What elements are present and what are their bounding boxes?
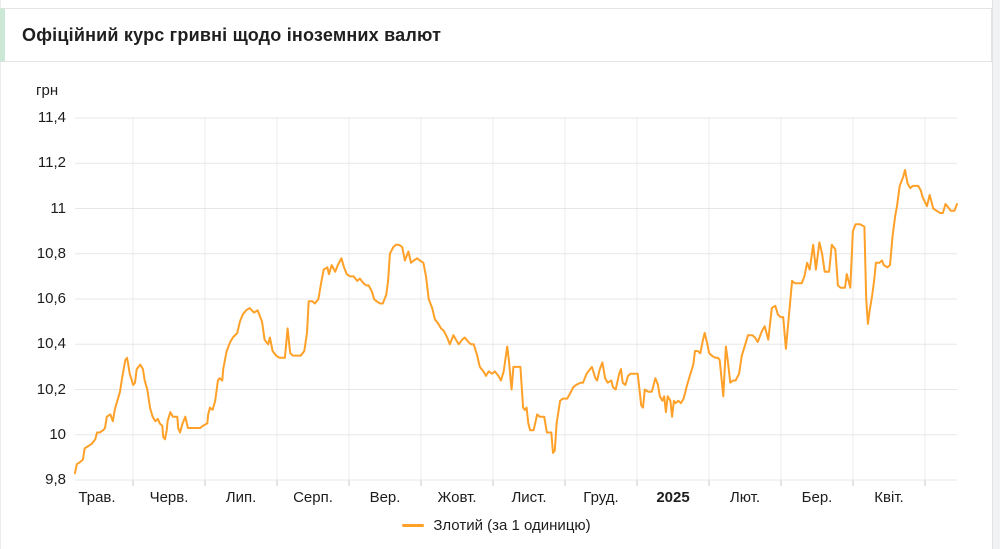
page-left-border [0, 0, 1, 549]
series-line [74, 169, 958, 475]
y-tick-label: 11,2 [37, 154, 66, 172]
legend: Злотий (за 1 одиницю) [0, 517, 993, 534]
exchange-rate-chart: грн 11,4 11,2 11 10,8 10,6 10,4 10,2 10 9,8 Трав… [0, 62, 993, 549]
x-tick-label: Груд. [583, 489, 619, 506]
page-right-gutter [992, 0, 1000, 549]
y-tick-label: 11,4 [37, 109, 66, 126]
y-tick-label: 10,2 [36, 380, 66, 398]
y-tick-label: 9,8 [45, 471, 66, 488]
plot-area[interactable] [0, 62, 993, 549]
y-tick-label: 11 [50, 199, 66, 217]
x-tick-label: Трав. [78, 489, 116, 506]
chart-title-card: Офіційний курс гривні щодо іноземних вал… [0, 8, 992, 62]
x-tick-label: Жовт. [437, 489, 477, 506]
x-tick-label: Лист. [511, 489, 547, 506]
x-tick-label: Серп. [293, 489, 333, 506]
page-title: Офіційний курс гривні щодо іноземних вал… [22, 24, 442, 45]
x-tick-label: Лип. [225, 489, 257, 506]
y-tick-label: 10,6 [36, 290, 66, 307]
legend-item-zloty[interactable]: Злотий (за 1 одиницю) [402, 517, 591, 534]
x-tick-label: Вер. [369, 489, 401, 506]
legend-line-swatch [402, 524, 425, 527]
x-tick-label: Лют. [729, 489, 761, 506]
y-tick-label: 10,4 [36, 335, 66, 353]
x-tick-label: Черв. [149, 489, 189, 506]
x-tick-label: Бер. [801, 489, 833, 506]
y-tick-label: 10,8 [36, 244, 66, 262]
legend-label: Злотий (за 1 одиницю) [433, 517, 591, 534]
x-tick-label: Квіт. [874, 489, 904, 506]
x-tick-label: 2025 [656, 489, 690, 506]
y-tick-label: 10 [49, 425, 66, 443]
y-axis-unit-label: грн [36, 82, 59, 99]
